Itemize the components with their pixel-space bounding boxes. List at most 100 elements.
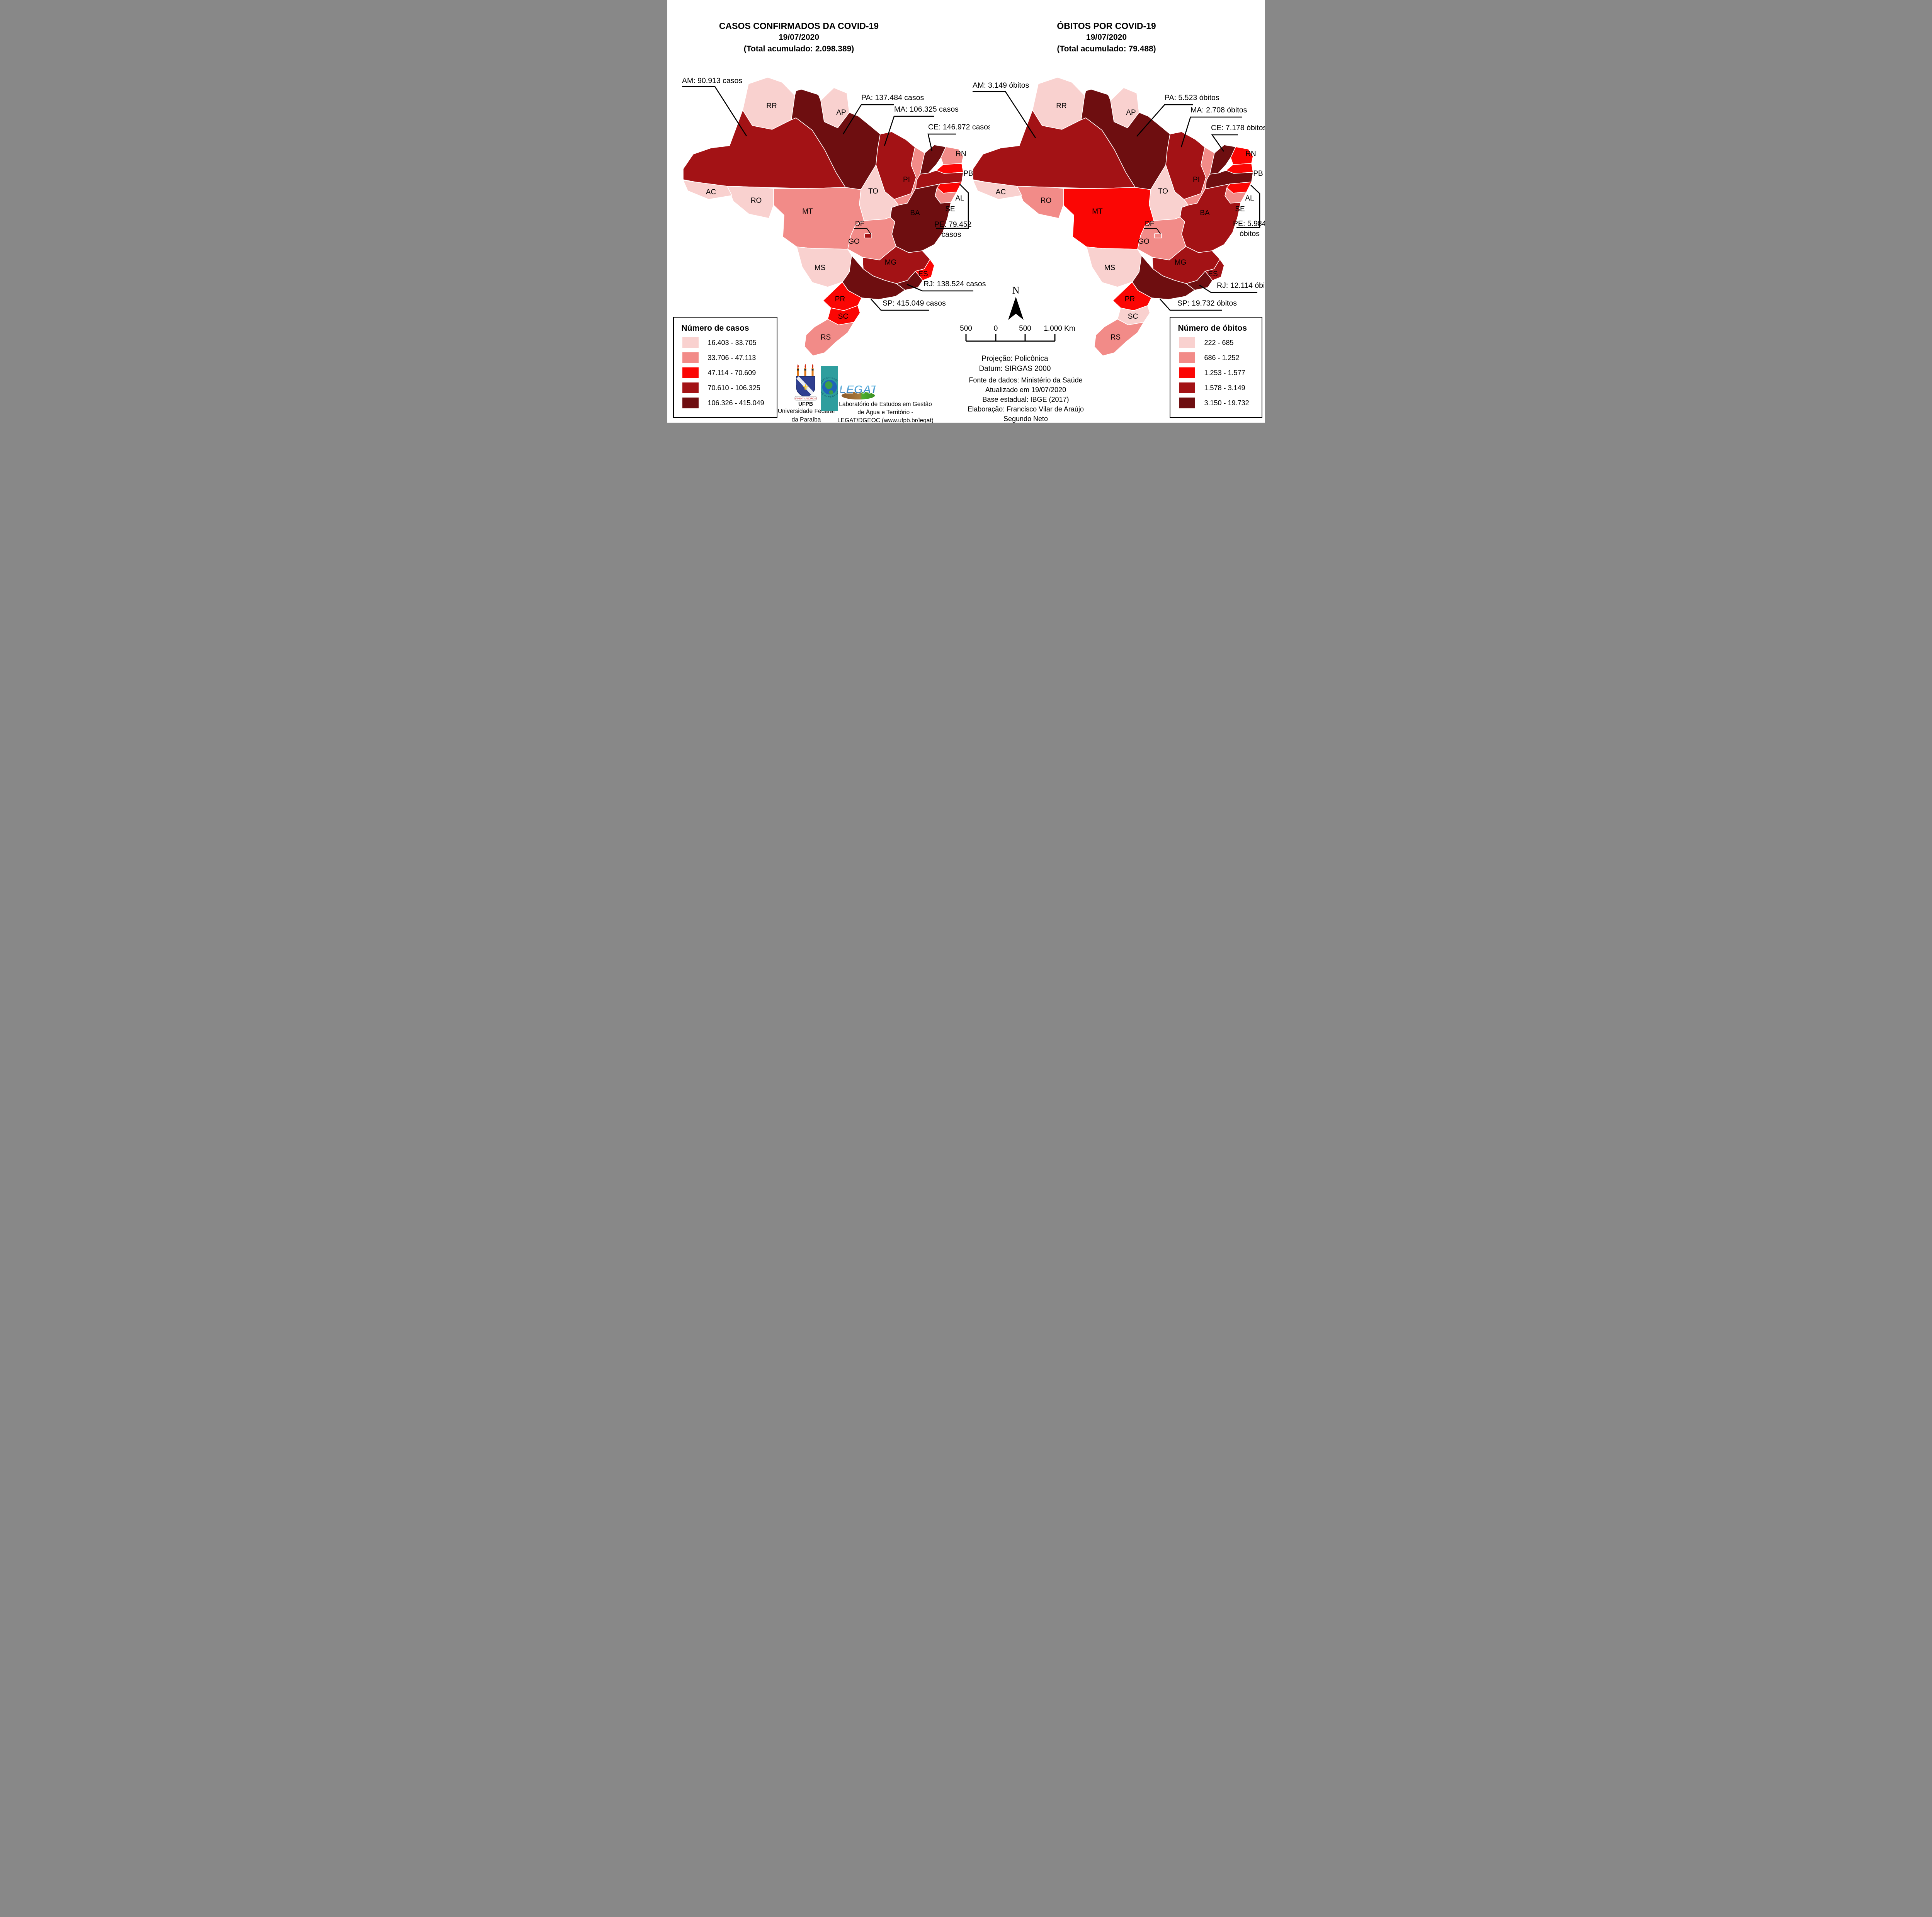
right-title-line2: 19/07/2020 [1086, 33, 1127, 42]
legat-wordmark: LEGAT [840, 383, 876, 396]
callout-AM-label-right: AM: 3.149 óbitos [973, 81, 1029, 90]
legat-caption-line1: Laboratório de Estudos em Gestão [839, 401, 932, 408]
state-label-PB-left: PB [963, 170, 973, 178]
scale-bar-ticks [965, 334, 1055, 342]
source-line-5: Segundo Neto [1003, 415, 1048, 423]
state-label-PI-right: PI [1193, 176, 1200, 184]
state-shape-PA-left [791, 89, 881, 190]
callout-PA-label-left: PA: 137.484 casos [861, 93, 924, 102]
callout-DF-label-right: DF [1145, 220, 1154, 228]
left-title-line2: 19/07/2020 [778, 33, 820, 42]
state-label-ES-right: ES [1208, 270, 1218, 278]
legend-swatch-class2 [682, 352, 699, 363]
ufpb-shield-icon: ⚜ [796, 376, 815, 398]
legend-class-label: 686 - 1.252 [1204, 353, 1240, 362]
callout-PE-line-left [935, 184, 969, 229]
state-label-RS-left: RS [820, 333, 830, 342]
callout-MA-line-left [884, 116, 934, 146]
cases-legend: Número de casos 16.403 - 33.705 33.706 - … [673, 317, 777, 418]
state-shape-DF-left [864, 233, 872, 238]
callout-RJ-line-left [906, 284, 973, 292]
callout-PA-label-right: PA: 5.523 óbitos [1165, 93, 1219, 102]
legat-ground-icon [841, 392, 875, 399]
callout-AM-label-left: AM: 90.913 casos [682, 76, 742, 85]
legend-row: 222 - 685 [1179, 337, 1262, 348]
legend-row: 33.706 - 47.113 [682, 352, 777, 363]
ufpb-logo: ⚜ SAPIENTIA AEDIFICAT UFPB [794, 364, 817, 406]
source-line-4: Elaboração: Francisco Vilar de Araújo [968, 405, 1084, 413]
callout-AM-line-left [682, 86, 747, 136]
legat-caption-line3: LEGAT/DGEOC (www.ufpb.br/legat) [837, 417, 934, 423]
state-label-AL-left: AL [955, 194, 964, 202]
state-label-PI-left: PI [903, 176, 910, 184]
callout-CE-label-right: CE: 7.178 óbitos [1211, 124, 1265, 132]
state-label-BA-right: BA [1200, 209, 1210, 217]
north-arrow-icon: N [1008, 285, 1024, 320]
state-label-AL-right: AL [1245, 194, 1254, 202]
covid-brazil-maps-page: CASOS CONFIRMADOS DA COVID-19 19/07/2020… [667, 0, 1265, 423]
source-line-3: Base estadual: IBGE (2017) [982, 396, 1069, 403]
scale-bar-label-0: 500 [960, 325, 972, 333]
right-map-title: ÓBITOS POR COVID-19 19/07/2020 (Total ac… [987, 20, 1226, 55]
callout-AM-line-right [972, 91, 1036, 138]
ufpb-torches-icon [797, 364, 813, 378]
legend-class-label: 47.114 - 70.609 [707, 369, 756, 377]
legend-row: 1.578 - 3.149 [1179, 382, 1262, 393]
state-shape-RO-left [726, 186, 774, 219]
legend-swatch-class4 [1179, 382, 1195, 393]
state-label-RR-left: RR [766, 102, 777, 110]
legend-class-label: 1.578 - 3.149 [1204, 384, 1245, 392]
state-label-SE-left: SE [945, 205, 955, 213]
callout-MA-label-right: MA: 2.708 óbitos [1190, 106, 1247, 114]
callout-CE-line-right [1211, 134, 1238, 152]
callout-MA-line-right [1180, 116, 1242, 148]
north-arrow-shape [1008, 297, 1024, 320]
left-title-line3: (Total acumulado: 2.098.389) [743, 44, 854, 53]
projection-line: Projeção: Policônica [981, 355, 1048, 363]
source-line-1: Fonte de dados: Ministério da Saúde [969, 376, 1083, 384]
callout-CE-label-left: CE: 146.972 casos [928, 123, 990, 131]
callout-PE-label2-left: casos [941, 230, 961, 239]
scale-bar-label-3: 1.000 Km [1044, 325, 1075, 333]
ufpb-banner [794, 396, 816, 401]
legend-class-label: 70.610 - 106.325 [707, 384, 760, 392]
cases-legend-title: Número de casos [681, 324, 749, 333]
state-label-MG-left: MG [884, 258, 896, 267]
legend-class-label: 16.403 - 33.705 [707, 338, 757, 347]
callout-DF-label-left: DF [855, 220, 864, 228]
state-label-PR-left: PR [835, 295, 845, 303]
callout-PA-line-left [842, 104, 894, 134]
state-label-RO-left: RO [750, 197, 762, 205]
legend-class-label: 106.326 - 415.049 [707, 399, 764, 407]
callout-DF-line-left [854, 228, 871, 234]
callout-PE-label1-left: PE: 79.452 [934, 220, 972, 229]
callout-PE-label2-right: óbitos [1239, 229, 1259, 238]
ufpb-caption-line2: da Paraíba [791, 416, 821, 423]
state-label-MT-left: MT [802, 207, 813, 216]
deaths-legend-title: Número de óbitos [1178, 324, 1247, 333]
state-label-PR-right: PR [1124, 295, 1134, 303]
state-label-RS-right: RS [1110, 333, 1120, 342]
state-shape-AC-right [972, 180, 1022, 200]
state-shape-PA-right [1080, 89, 1170, 190]
left-title-line1: CASOS CONFIRMADOS DA COVID-19 [719, 21, 879, 31]
state-shape-AC-left [682, 180, 732, 200]
left-map-title: CASOS CONFIRMADOS DA COVID-19 19/07/2020… [679, 20, 919, 55]
scale-bar-label-1: 0 [993, 325, 998, 333]
state-shape-RS-right [1094, 319, 1144, 356]
state-label-ES-left: ES [918, 270, 928, 278]
callout-RJ-label-left: RJ: 138.524 casos [923, 280, 986, 288]
state-label-RO-right: RO [1040, 197, 1051, 205]
legend-swatch-class5 [682, 398, 699, 408]
deaths-legend: Número de óbitos 222 - 685 686 - 1.252 1.2… [1169, 317, 1262, 418]
state-label-MT-right: MT [1092, 207, 1103, 216]
state-label-RN-left: RN [956, 150, 966, 158]
state-label-TO-left: TO [868, 187, 878, 195]
legend-swatch-class3 [682, 367, 699, 378]
right-title-line1: ÓBITOS POR COVID-19 [1057, 21, 1156, 31]
callout-SP-line-right [1159, 299, 1222, 311]
legend-swatch-class3 [1179, 367, 1195, 378]
legend-swatch-class1 [682, 337, 699, 348]
legend-class-label: 33.706 - 47.113 [707, 353, 756, 362]
state-label-SC-right: SC [1128, 313, 1138, 321]
